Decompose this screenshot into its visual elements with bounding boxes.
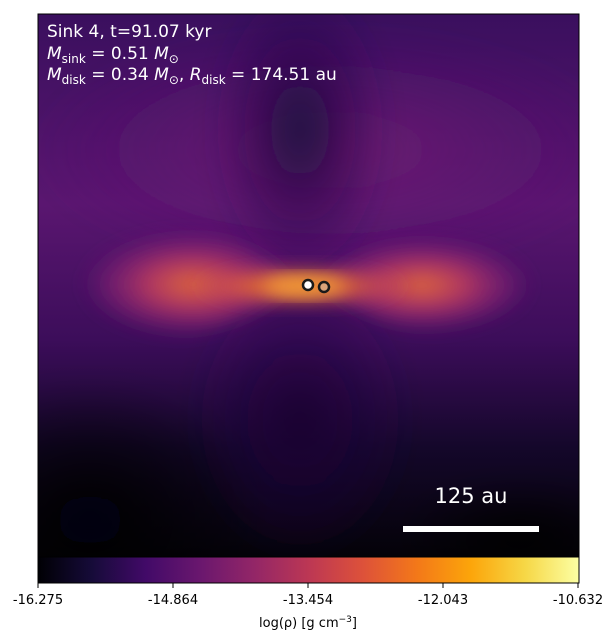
colorbar-ticks	[37, 583, 579, 588]
colorbar-gradient	[37, 556, 580, 584]
sink-particles	[301, 278, 331, 294]
colorbar: -16.275 -14.864 -13.454 -12.043 -10.632 …	[13, 556, 603, 631]
sink-time-label: Sink 4, t=91.07 kyr	[47, 22, 211, 42]
scale-bar-label: 125 au	[435, 484, 508, 508]
colorbar-tick-label: -16.275	[13, 593, 63, 608]
annotation-block: Sink 4, t=91.07 kyr Msink = 0.51 M⊙ Mdis…	[47, 22, 337, 87]
secondary-sink-marker	[317, 280, 331, 294]
colorbar-tick-label: -10.632	[553, 593, 603, 608]
colorbar-tick-label: -13.454	[283, 593, 333, 608]
primary-sink-marker	[301, 278, 315, 292]
disk-properties-label: Mdisk = 0.34 M⊙, Rdisk = 174.51 au	[47, 65, 337, 87]
sink-mass-label: Msink = 0.51 M⊙	[47, 44, 179, 66]
scale-bar-line	[403, 526, 539, 532]
colorbar-tick-label: -14.864	[148, 593, 198, 608]
colorbar-label: log(ρ) [g cm−3]	[259, 615, 357, 631]
colorbar-tick-labels: -16.275 -14.864 -13.454 -12.043 -10.632	[13, 593, 603, 608]
scale-bar: 125 au	[403, 484, 539, 532]
colorbar-tick-label: -12.043	[418, 593, 468, 608]
